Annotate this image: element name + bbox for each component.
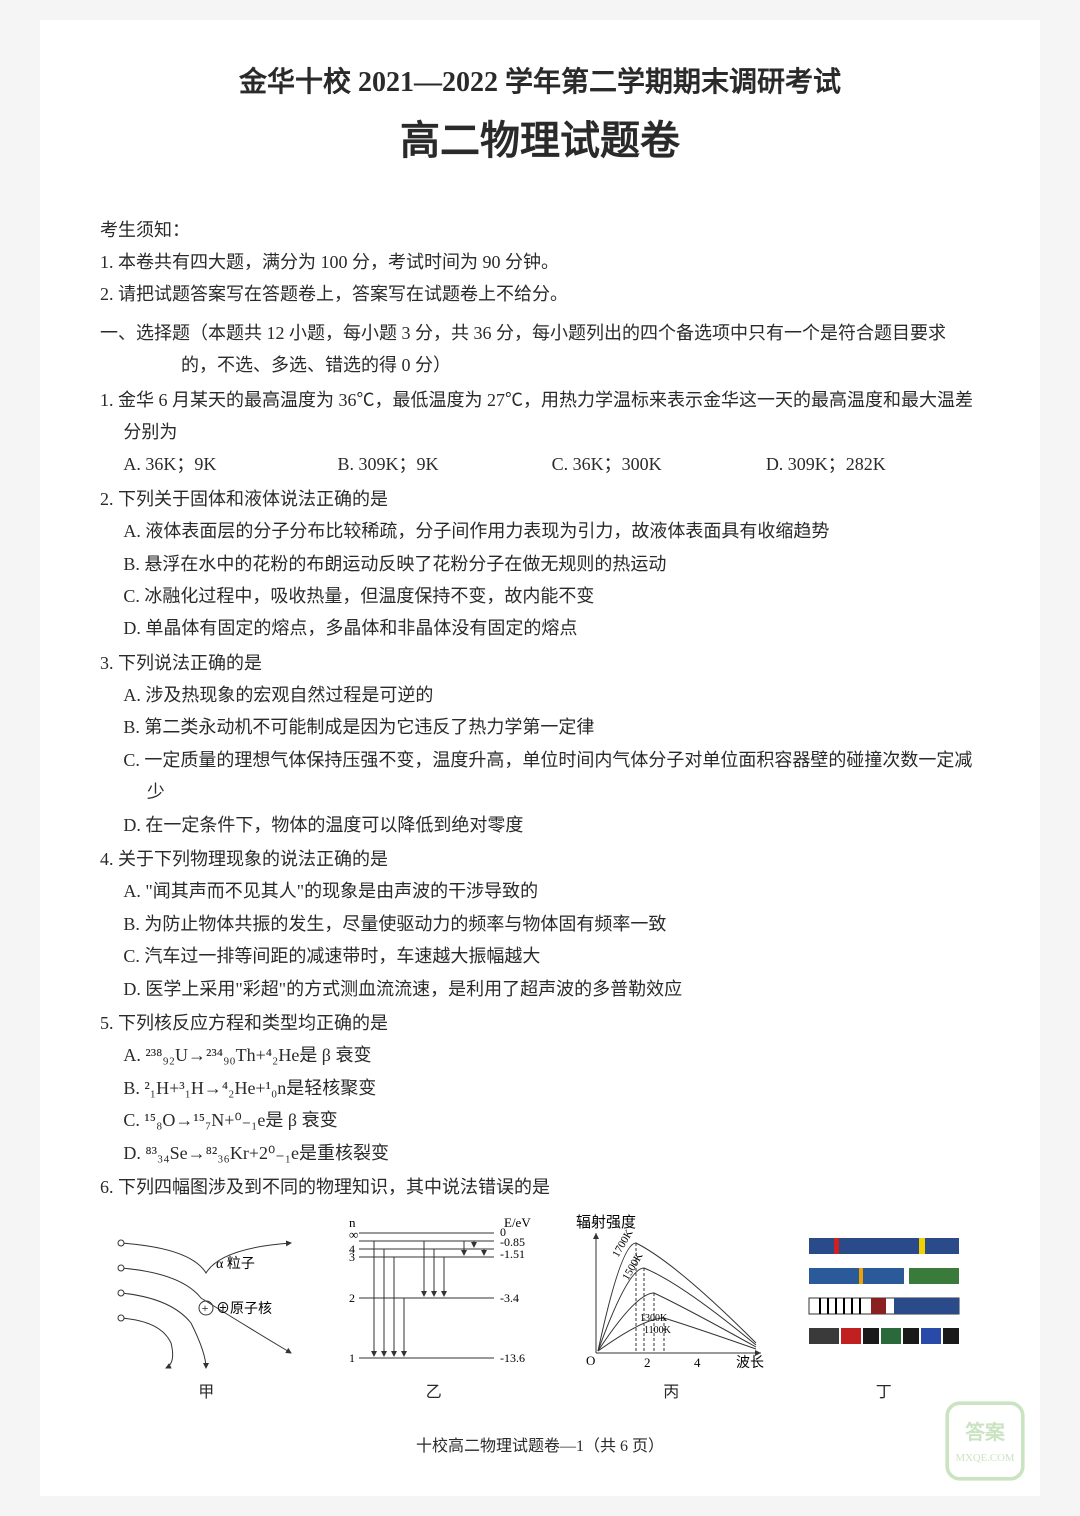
svg-text:3: 3 bbox=[349, 1250, 355, 1264]
watermark-icon: 答案 MXQE.COM bbox=[940, 1396, 1030, 1486]
q3-opt-a: A. 涉及热现象的宏观自然过程是可逆的 bbox=[123, 679, 980, 711]
q1-opt-a: A. 36K；9K bbox=[123, 448, 337, 480]
figure-ding: 丁 bbox=[799, 1213, 969, 1402]
figure-yi-svg: n ∞ E/eV 4 3 2 1 0 -0.85 -1.51 -3.4 -13.… bbox=[324, 1213, 544, 1373]
q1-opt-b: B. 309K；9K bbox=[338, 448, 552, 480]
section-1-heading: 一、选择题（本题共 12 小题，每小题 3 分，共 36 分，每小题列出的四个备… bbox=[100, 317, 980, 382]
q1-opt-d: D. 309K；282K bbox=[766, 448, 980, 480]
q4-opt-c: C. 汽车过一排等间距的减速带时，车速越大振幅越大 bbox=[123, 940, 980, 972]
figure-ding-svg bbox=[799, 1213, 969, 1373]
q2-options: A. 液体表面层的分子分布比较稀疏，分子间作用力表现为引力，故液体表面具有收缩趋… bbox=[123, 515, 980, 645]
figure-jia: + α 粒子 ⊕原子核 甲 bbox=[111, 1213, 301, 1402]
svg-text:辐射强度: 辐射强度 bbox=[576, 1214, 636, 1231]
svg-text:1: 1 bbox=[349, 1351, 355, 1365]
q4-opt-b: B. 为防止物体共振的发生，尽量使驱动力的频率与物体固有频率一致 bbox=[123, 908, 980, 940]
note-2: 2. 请把试题答案写在答题卷上，答案写在试题卷上不给分。 bbox=[100, 278, 980, 310]
figure-yi: n ∞ E/eV 4 3 2 1 0 -0.85 -1.51 -3.4 -13.… bbox=[324, 1213, 544, 1402]
figure-row: + α 粒子 ⊕原子核 甲 bbox=[100, 1213, 980, 1402]
nucleus-label: ⊕原子核 bbox=[216, 1301, 272, 1317]
figure-bing-caption: 丙 bbox=[566, 1378, 776, 1402]
exam-page: 金华十校 2021—2022 学年第二学期期末调研考试 高二物理试题卷 考生须知… bbox=[40, 20, 1040, 1496]
q3-opt-b: B. 第二类永动机不可能制成是因为它违反了热力学第一定律 bbox=[123, 711, 980, 743]
svg-text:1500K: 1500K bbox=[620, 1251, 645, 1283]
q5-opt-a: A. ²³⁸₉₂U→²³⁴₉₀Th+⁴₂He是 β 衰变 bbox=[123, 1039, 575, 1071]
svg-text:波长: 波长 bbox=[736, 1355, 764, 1371]
svg-text:2: 2 bbox=[349, 1291, 355, 1305]
svg-text:-1.51: -1.51 bbox=[500, 1247, 525, 1261]
q6-stem: 6. 下列四幅图涉及到不同的物理知识，其中说法错误的是 bbox=[100, 1171, 980, 1203]
notes-heading: 考生须知： bbox=[100, 216, 980, 242]
svg-text:2: 2 bbox=[644, 1355, 651, 1370]
figure-jia-svg: + α 粒子 ⊕原子核 bbox=[111, 1213, 301, 1373]
q5-opt-b: B. ²₁H+³₁H→⁴₂He+¹₀n是轻核聚变 bbox=[123, 1072, 575, 1104]
q3-opt-c: C. 一定质量的理想气体保持压强不变，温度升高，单位时间内气体分子对单位面积容器… bbox=[123, 744, 980, 809]
q2-opt-d: D. 单晶体有固定的熔点，多晶体和非晶体没有固定的熔点 bbox=[123, 612, 980, 644]
svg-text:答案: 答案 bbox=[965, 1421, 1006, 1444]
q3-options: A. 涉及热现象的宏观自然过程是可逆的 B. 第二类永动机不可能制成是因为它违反… bbox=[123, 679, 980, 841]
q5-options: A. ²³⁸₉₂U→²³⁴₉₀Th+⁴₂He是 β 衰变 B. ²₁H+³₁H→… bbox=[123, 1039, 980, 1169]
alpha-label: α 粒子 bbox=[216, 1256, 255, 1272]
q2-opt-c: C. 冰融化过程中，吸收热量，但温度保持不变，故内能不变 bbox=[123, 580, 980, 612]
svg-text:-3.4: -3.4 bbox=[500, 1291, 519, 1305]
svg-text:1100K: 1100K bbox=[644, 1325, 672, 1336]
q5-stem: 5. 下列核反应方程和类型均正确的是 bbox=[100, 1007, 980, 1039]
exam-title-line2: 高二物理试题卷 bbox=[100, 108, 980, 166]
q5-opt-d: D. ⁸³₃₄Se→⁸²₃₆Kr+2⁰₋₁e是重核裂变 bbox=[123, 1137, 575, 1169]
q3-stem: 3. 下列说法正确的是 bbox=[100, 647, 980, 679]
svg-text:4: 4 bbox=[694, 1355, 701, 1370]
svg-text:-13.6: -13.6 bbox=[500, 1351, 525, 1365]
q1-options: A. 36K；9K B. 309K；9K C. 36K；300K D. 309K… bbox=[123, 448, 980, 480]
figure-bing-svg: 辐射强度 O 2 4 波长 1700K 1500K bbox=[566, 1213, 776, 1373]
q2-opt-a: A. 液体表面层的分子分布比较稀疏，分子间作用力表现为引力，故液体表面具有收缩趋… bbox=[123, 515, 980, 547]
svg-text:MXQE.COM: MXQE.COM bbox=[955, 1452, 1014, 1464]
note-1: 1. 本卷共有四大题，满分为 100 分，考试时间为 90 分钟。 bbox=[100, 246, 980, 278]
figure-yi-caption: 乙 bbox=[324, 1378, 544, 1402]
q1-stem: 1. 金华 6 月某天的最高温度为 36℃，最低温度为 27℃，用热力学温标来表… bbox=[100, 384, 980, 449]
svg-text:E/eV: E/eV bbox=[504, 1215, 531, 1230]
q3-opt-d: D. 在一定条件下，物体的温度可以降低到绝对零度 bbox=[123, 809, 980, 841]
q4-options: A. "闻其声而不见其人"的现象是由声波的干涉导致的 B. 为防止物体共振的发生… bbox=[123, 875, 980, 1005]
svg-text:+: + bbox=[202, 1301, 209, 1315]
q4-opt-d: D. 医学上采用"彩超"的方式测血流流速，是利用了超声波的多普勒效应 bbox=[123, 973, 980, 1005]
figure-jia-caption: 甲 bbox=[111, 1378, 301, 1402]
q2-opt-b: B. 悬浮在水中的花粉的布朗运动反映了花粉分子在做无规则的热运动 bbox=[123, 548, 980, 580]
q5-opt-c: C. ¹⁵₈O→¹⁵₇N+⁰₋₁e是 β 衰变 bbox=[123, 1104, 575, 1136]
svg-text:1300K: 1300K bbox=[640, 1313, 668, 1324]
q1-opt-c: C. 36K；300K bbox=[552, 448, 766, 480]
exam-title-line1: 金华十校 2021—2022 学年第二学期期末调研考试 bbox=[100, 60, 980, 100]
figure-bing: 辐射强度 O 2 4 波长 1700K 1500K bbox=[566, 1213, 776, 1402]
q4-stem: 4. 关于下列物理现象的说法正确的是 bbox=[100, 843, 980, 875]
svg-text:O: O bbox=[586, 1353, 595, 1368]
page-footer: 十校高二物理试题卷—1（共 6 页） bbox=[100, 1432, 980, 1456]
q2-stem: 2. 下列关于固体和液体说法正确的是 bbox=[100, 483, 980, 515]
svg-text:∞: ∞ bbox=[349, 1227, 358, 1242]
q4-opt-a: A. "闻其声而不见其人"的现象是由声波的干涉导致的 bbox=[123, 875, 980, 907]
